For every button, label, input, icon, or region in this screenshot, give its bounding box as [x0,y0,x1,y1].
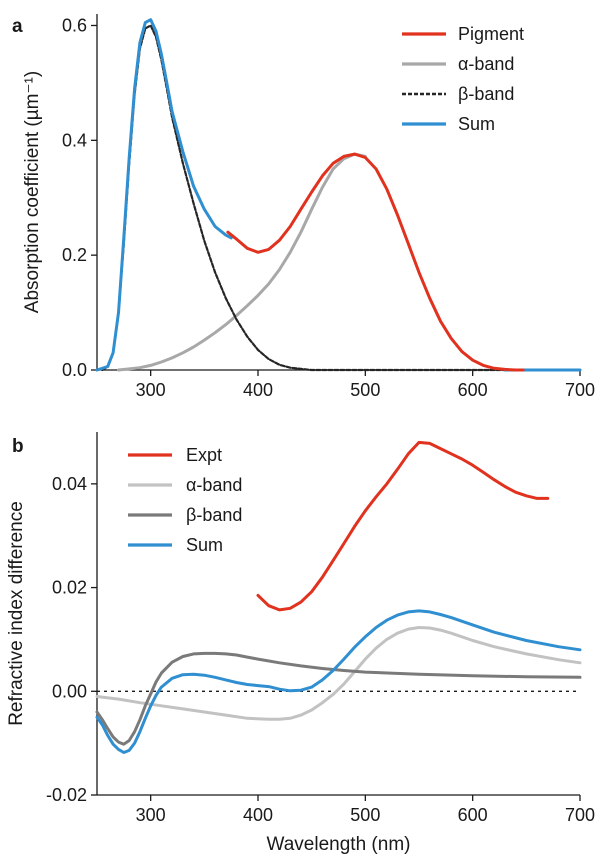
series-line-sum [95,609,582,754]
series-line-band [101,24,506,372]
legend-label: Pigment [458,24,524,44]
x-tick-label: 500 [350,805,380,825]
y-tick-label: 0.04 [52,474,87,494]
legend-label: β-band [186,505,242,525]
x-tick-label: 600 [458,380,488,400]
legend-label: Sum [186,535,223,555]
x-tick-label: 500 [350,380,380,400]
series-line-expt [256,440,550,612]
x-tick-label: 700 [565,805,595,825]
legend-label: Expt [186,445,222,465]
panel-label: a [12,16,23,37]
legend-label: α-band [186,475,242,495]
series-line-band [95,626,582,721]
x-tick-label: 700 [565,380,595,400]
series-line-pigment [226,152,525,372]
panel-b: b -0.02 0.00 0.02 0.04 300 400 500 600 700 Refract… [6,432,595,855]
x-axis-title: Wavelength (nm) [267,834,411,855]
x-tick-label: 600 [458,805,488,825]
x-tick-label: 400 [243,380,273,400]
series-line-band [117,152,367,372]
y-tick-label: 0.2 [62,245,87,265]
y-tick-label: 0.6 [62,15,87,35]
y-axis-title: Absorption coefficient (µm⁻¹) [22,71,43,313]
y-tick-label: -0.02 [46,785,87,805]
y-tick-label: 0.02 [52,578,87,598]
x-tick-label: 300 [136,380,166,400]
y-axis-title: Refractive index difference [6,501,27,726]
legend-label: β-band [458,84,514,104]
panel-label: b [12,436,24,457]
x-tick-label: 400 [243,805,273,825]
series-line-band [95,651,582,746]
panel-a: a 0.0 0.2 0.4 0.6 300 400 500 600 700 Absorption c… [12,14,595,400]
legend-label: α-band [458,54,514,74]
series-line-sum [95,18,233,372]
y-tick-label: 0.4 [62,130,87,150]
x-tick-label: 300 [136,805,166,825]
legend-label: Sum [458,114,495,134]
y-tick-label: 0.0 [62,360,87,380]
y-tick-label: 0.00 [52,681,87,701]
